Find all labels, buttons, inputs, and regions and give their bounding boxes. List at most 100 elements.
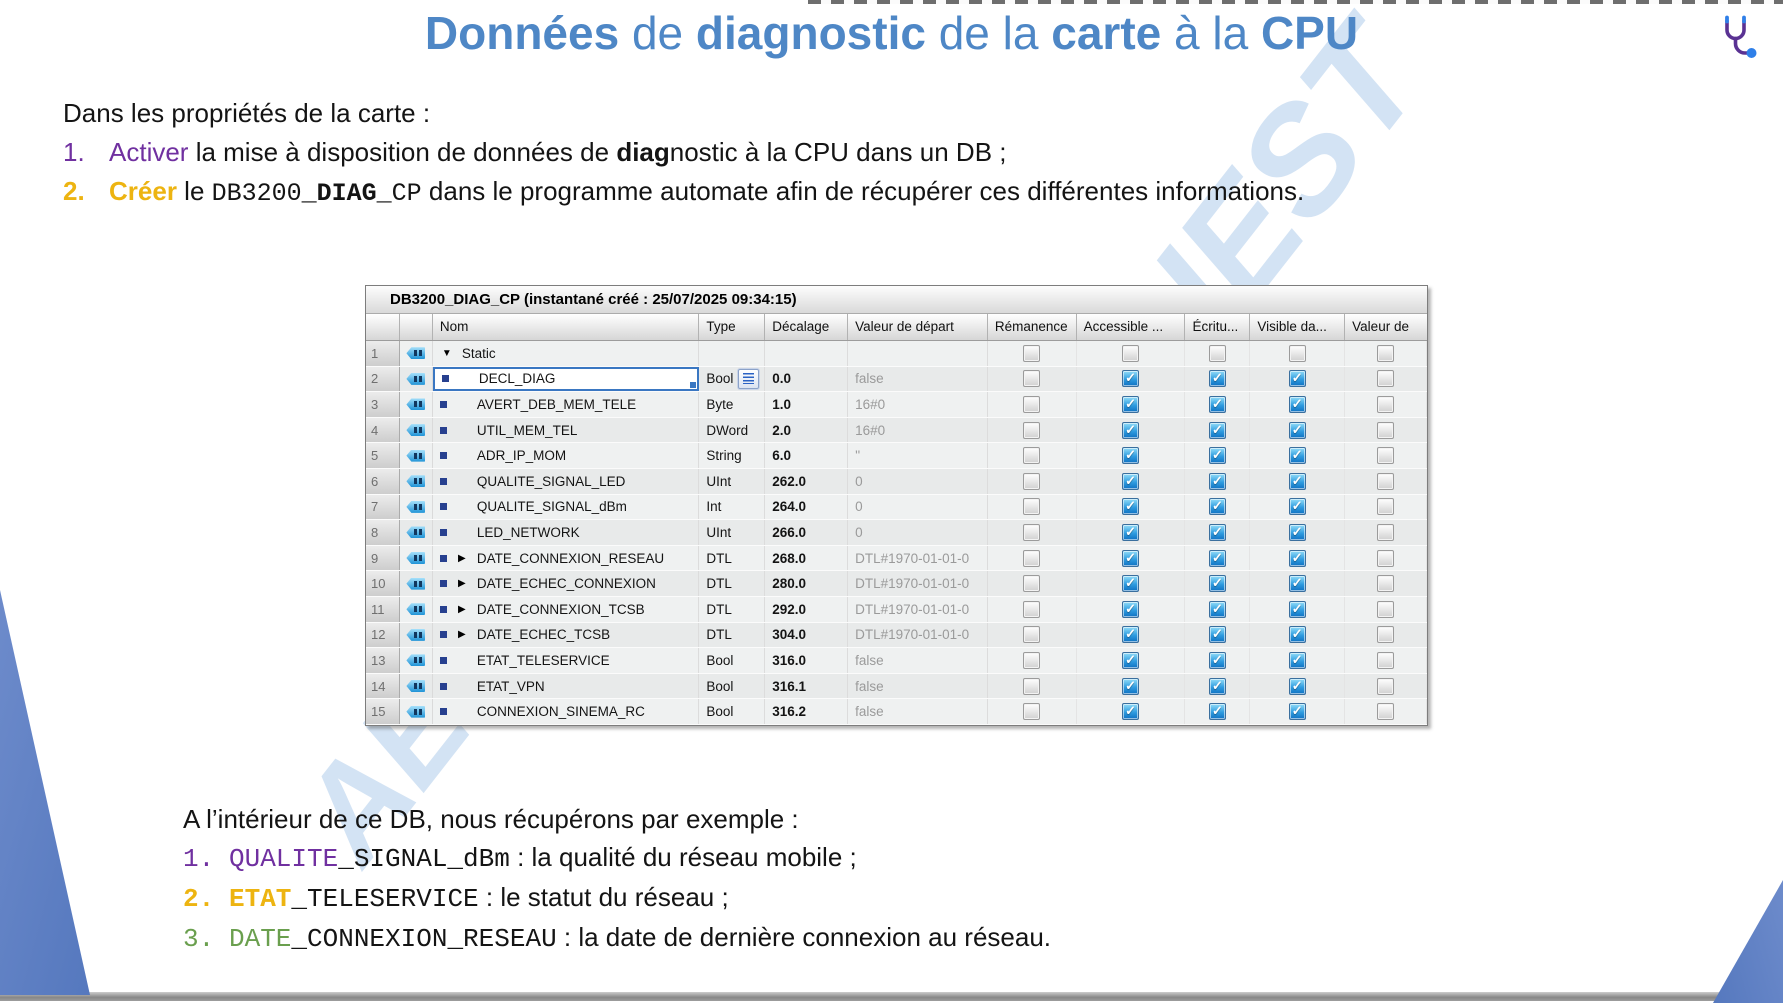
header-off[interactable]: Décalage [765,314,849,340]
offset-cell[interactable]: 316.2 [765,699,849,724]
name-cell[interactable]: ▶ DATE_ECHEC_TCSB [433,622,700,648]
table-row-DATE_ECHEC_CONNEXION[interactable]: 10 ▶ DATE_ECHEC_CONNEXION DTL 280.0 DTL#1970-… [366,571,1427,597]
type-cell[interactable]: Int [699,494,766,520]
checkbox-accessible-unchecked[interactable] [1122,344,1140,362]
checkbox-remanence-unchecked[interactable] [1023,395,1041,413]
checkbox-remanence-unchecked[interactable] [1023,421,1041,439]
checkbox-accessible-checked[interactable] [1122,472,1140,490]
start-value-cell[interactable]: 0 [848,468,988,494]
name-cell[interactable]: DECL_DIAG [432,366,700,392]
start-value-cell[interactable]: '' [848,443,988,468]
offset-cell[interactable]: 1.0 [765,392,849,417]
checkbox-ecriture-checked[interactable] [1208,523,1226,541]
table-row-ETAT_TELESERVICE[interactable]: 13 ETAT_TELESERVICE Bool 316.0 false [366,648,1427,674]
offset-cell[interactable]: 316.0 [765,648,849,673]
start-value-cell[interactable] [848,341,988,366]
type-cell[interactable]: Bool [699,673,766,699]
start-value-cell[interactable]: DTL#1970-01-01-0 [848,545,988,571]
checkbox-remanence-unchecked[interactable] [1023,447,1041,465]
name-cell[interactable]: ▼ Static [433,341,700,366]
checkbox-remanence-unchecked[interactable] [1023,344,1041,362]
checkbox-accessible-checked[interactable] [1122,626,1140,644]
checkbox-visible-unchecked[interactable] [1288,344,1306,362]
checkbox-remanence-unchecked[interactable] [1023,703,1041,721]
name-cell[interactable]: CONNEXION_SINEMA_RC [433,699,700,724]
checkbox-valeur-unchecked[interactable] [1377,472,1395,490]
header-nom[interactable]: Nom [433,314,700,340]
offset-cell[interactable]: 280.0 [765,571,849,596]
row-number[interactable]: 4 [366,417,400,443]
checkbox-visible-checked[interactable] [1288,472,1306,490]
type-cell[interactable]: Byte [699,392,766,417]
checkbox-valeur-unchecked[interactable] [1377,575,1395,593]
offset-cell[interactable]: 264.0 [765,494,849,520]
name-cell[interactable]: ▶ DATE_CONNEXION_RESEAU [433,545,700,571]
start-value-cell[interactable]: 0 [848,494,988,520]
type-dropdown-button[interactable] [738,368,760,389]
checkbox-remanence-unchecked[interactable] [1023,523,1041,541]
header-ecr[interactable]: Écritu... [1185,314,1251,340]
checkbox-remanence-unchecked[interactable] [1023,549,1041,567]
checkbox-visible-checked[interactable] [1288,549,1306,567]
checkbox-visible-checked[interactable] [1288,575,1306,593]
type-cell[interactable]: String [699,443,766,468]
checkbox-accessible-checked[interactable] [1122,575,1140,593]
offset-cell[interactable]: 292.0 [765,596,849,622]
checkbox-ecriture-checked[interactable] [1208,626,1226,644]
checkbox-remanence-unchecked[interactable] [1023,498,1041,516]
name-cell[interactable]: QUALITE_SIGNAL_dBm [433,494,700,520]
row-number[interactable]: 3 [366,392,400,417]
checkbox-accessible-checked[interactable] [1122,600,1140,618]
table-row-CONNEXION_SINEMA_RC[interactable]: 15 CONNEXION_SINEMA_RC Bool 316.2 false [366,699,1427,725]
offset-cell[interactable]: 6.0 [765,443,849,468]
checkbox-visible-checked[interactable] [1288,421,1306,439]
checkbox-visible-checked[interactable] [1288,626,1306,644]
row-number[interactable]: 11 [366,596,400,622]
checkbox-visible-checked[interactable] [1288,370,1306,388]
checkbox-ecriture-checked[interactable] [1208,575,1226,593]
checkbox-ecriture-checked[interactable] [1208,447,1226,465]
offset-cell[interactable]: 268.0 [765,545,849,571]
type-cell[interactable]: DTL [699,571,766,596]
row-number[interactable]: 9 [366,545,400,571]
name-cell[interactable]: ▶ DATE_ECHEC_CONNEXION [433,571,700,596]
start-value-cell[interactable]: DTL#1970-01-01-0 [848,622,988,648]
type-cell[interactable] [699,341,766,366]
expand-icon[interactable]: ▶ [458,552,466,564]
name-cell[interactable]: ▶ DATE_CONNEXION_TCSB [433,596,700,622]
row-number[interactable]: 1 [366,341,400,366]
row-number[interactable]: 14 [366,673,400,699]
type-cell[interactable]: Bool [699,648,766,673]
checkbox-remanence-unchecked[interactable] [1023,651,1041,669]
start-value-cell[interactable]: 16#0 [848,392,988,417]
expand-icon[interactable]: ▶ [458,603,466,615]
table-row-DATE_CONNEXION_TCSB[interactable]: 11 ▶ DATE_CONNEXION_TCSB DTL 292.0 DTL#1970-0… [366,596,1427,623]
type-cell[interactable]: UInt [699,468,766,494]
offset-cell[interactable]: 0.0 [765,366,849,392]
expand-icon[interactable]: ▶ [458,578,466,590]
checkbox-valeur-unchecked[interactable] [1377,370,1395,388]
row-number[interactable]: 6 [366,468,400,494]
checkbox-valeur-unchecked[interactable] [1377,703,1395,721]
row-number[interactable]: 15 [366,699,400,724]
checkbox-valeur-unchecked[interactable] [1377,626,1395,644]
name-cell[interactable]: AVERT_DEB_MEM_TELE [433,392,700,417]
checkbox-valeur-unchecked[interactable] [1377,523,1395,541]
checkbox-visible-checked[interactable] [1288,600,1306,618]
start-value-cell[interactable]: DTL#1970-01-01-0 [848,571,988,596]
checkbox-accessible-checked[interactable] [1122,447,1140,465]
table-row-AVERT_DEB_MEM_TELE[interactable]: 3 AVERT_DEB_MEM_TELE Byte 1.0 16#0 [366,392,1427,418]
name-cell[interactable]: ETAT_TELESERVICE [433,648,700,673]
name-cell[interactable]: ETAT_VPN [433,673,700,699]
checkbox-accessible-checked[interactable] [1122,549,1140,567]
checkbox-valeur-unchecked[interactable] [1377,600,1395,618]
type-cell[interactable]: UInt [699,520,766,545]
checkbox-valeur-unchecked[interactable] [1377,344,1395,362]
table-row-DATE_ECHEC_TCSB[interactable]: 12 ▶ DATE_ECHEC_TCSB DTL 304.0 DTL#1970-01-01… [366,622,1427,649]
offset-cell[interactable]: 304.0 [765,622,849,648]
name-cell[interactable]: LED_NETWORK [433,520,700,545]
collapse-icon[interactable]: ▼ [441,347,452,359]
checkbox-remanence-unchecked[interactable] [1023,575,1041,593]
table-row-Static[interactable]: 1 ▼ Static [366,341,1427,367]
checkbox-ecriture-checked[interactable] [1208,395,1226,413]
